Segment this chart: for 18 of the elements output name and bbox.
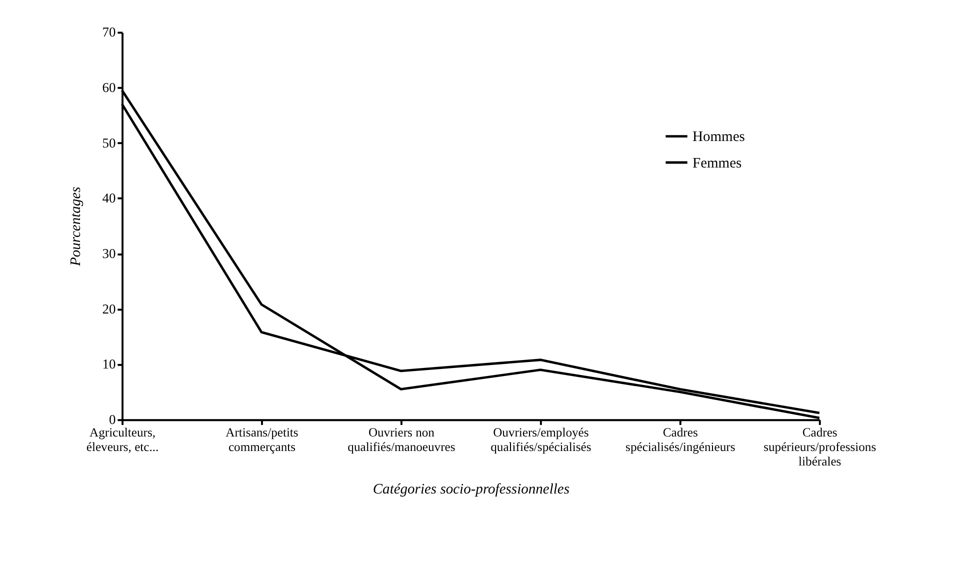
- y-tick-label: 10: [102, 356, 116, 372]
- x-tick-label: Artisans/petits commerçants: [226, 426, 298, 454]
- x-tick-label: Cadres spécialisés/ingénieurs: [626, 426, 736, 454]
- y-tick-label: 70: [102, 24, 116, 40]
- legend-label: Hommes: [692, 129, 746, 146]
- y-tick-label: 40: [102, 190, 116, 206]
- y-tick-label: 0: [108, 412, 116, 427]
- x-tick-label: Agriculteurs, éleveurs, etc...: [86, 426, 159, 454]
- y-tick-label: 20: [102, 301, 116, 316]
- y-axis-title: Pourcentages: [68, 186, 84, 268]
- y-tick-label: 50: [102, 135, 116, 150]
- x-tick-label: Ouvriers/employés qualifiés/spécialisés: [490, 426, 592, 454]
- x-axis-title: Catégories socio-professionnelles: [372, 482, 570, 498]
- x-tick-label: Ouvriers non qualifiés/manoeuvres: [348, 426, 456, 454]
- legend-label: Femmes: [692, 155, 742, 172]
- y-tick-label: 30: [102, 246, 116, 261]
- x-tick-label: Cadres supérieurs/professions libérales: [764, 426, 876, 469]
- y-tick-label: 60: [102, 80, 116, 95]
